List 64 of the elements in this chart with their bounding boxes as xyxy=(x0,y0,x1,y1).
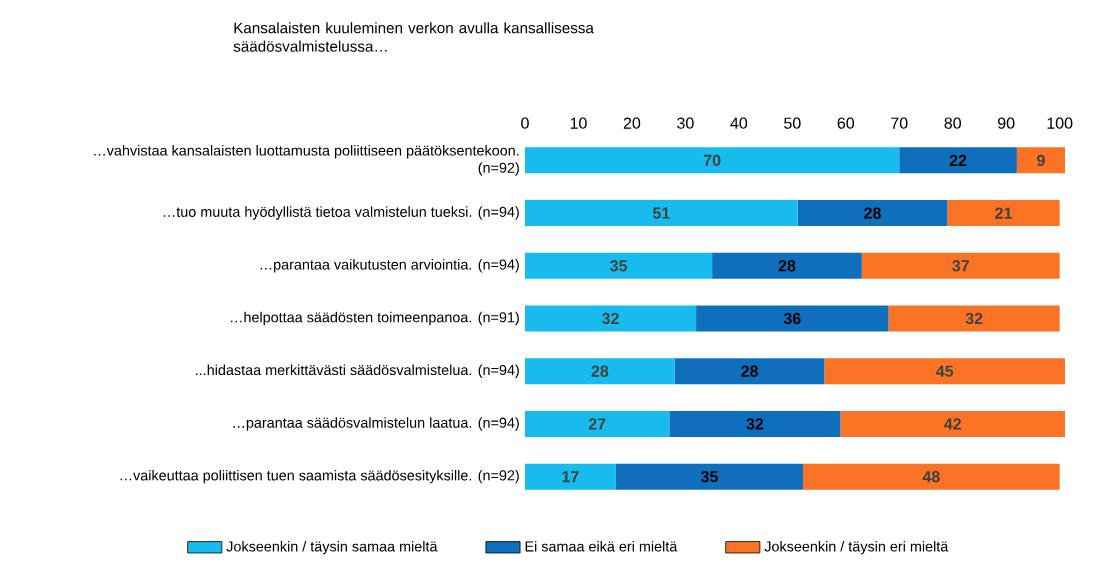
x-tick-label: 40 xyxy=(730,117,748,129)
data-label: 28 xyxy=(864,207,881,219)
bar xyxy=(525,358,675,385)
x-tick-label: 50 xyxy=(784,117,801,129)
bar xyxy=(861,252,1060,279)
bar xyxy=(824,358,1065,385)
data-label: 28 xyxy=(741,365,758,377)
y-tick-label: …vahvistaa kansalaisten luottamusta poliittiseen päätöksentekoon. (n=92) xyxy=(94,145,519,176)
data-label: 32 xyxy=(602,312,619,325)
x-tick-label: 10 xyxy=(570,117,587,129)
x-tick-label: 80 xyxy=(944,117,961,129)
y-tick-label: ...hidastaa merkittävästi säädösvalmistelua. (n=94) xyxy=(196,364,519,378)
y-tick-label: …parantaa säädösvalmistelun laatua. (n=94) xyxy=(233,417,519,431)
legend-label: Jokseenkin / täysin samaa mieltä xyxy=(226,540,438,555)
x-tick-label: 30 xyxy=(677,117,694,129)
bar xyxy=(669,410,841,437)
data-label: 36 xyxy=(783,312,801,325)
bar xyxy=(1016,147,1065,174)
y-tick-label: …helpottaa säädösten toimeenpanoa. (n=91) xyxy=(231,311,519,326)
data-label: 9 xyxy=(1037,154,1045,167)
y-tick-label: …vaikeuttaa poliittisen tuen saamista säädösesityksille. (n=92) xyxy=(120,469,519,484)
data-label: 22 xyxy=(949,154,967,166)
data-label: 45 xyxy=(936,365,954,377)
bar xyxy=(525,147,900,174)
bar xyxy=(525,305,697,332)
data-label: 35 xyxy=(610,260,627,272)
bar xyxy=(947,200,1060,227)
y-tick-label: …parantaa vaikutusten arviointia. (n=94) xyxy=(260,259,519,273)
bar xyxy=(525,200,798,227)
x-tick-label: 20 xyxy=(623,117,641,129)
data-label: 21 xyxy=(995,207,1012,219)
bar xyxy=(525,252,713,279)
chart-title: Kansalaisten kuuleminen verkon avulla kansallisessa säädösvalmistelussa… xyxy=(233,22,594,52)
bar xyxy=(797,200,948,227)
bar xyxy=(674,358,825,385)
data-label: 28 xyxy=(591,365,609,377)
data-label: 37 xyxy=(952,260,969,272)
bar xyxy=(899,147,1017,174)
data-label: 32 xyxy=(965,312,983,325)
bar xyxy=(712,252,862,279)
x-tick-label: 70 xyxy=(891,117,908,129)
data-label: 32 xyxy=(746,418,764,430)
data-label: 27 xyxy=(588,418,606,430)
bar xyxy=(615,463,804,490)
bar xyxy=(696,305,889,332)
data-label: 28 xyxy=(778,260,796,272)
bar xyxy=(525,463,616,490)
bar xyxy=(525,410,670,437)
data-label: 48 xyxy=(922,470,940,483)
bar xyxy=(803,463,1060,490)
x-tick-label: 60 xyxy=(837,117,855,129)
bar xyxy=(888,305,1060,332)
data-label: 17 xyxy=(562,471,579,483)
legend-label: Jokseenkin / täysin eri mieltä xyxy=(764,540,949,555)
y-tick-label: …tuo muuta hyödyllistä tietoa valmistelun tueksi. (n=94) xyxy=(163,206,519,220)
x-tick-label: 0 xyxy=(521,117,529,129)
x-tick-label: 100 xyxy=(1047,117,1073,129)
data-label: 51 xyxy=(652,207,670,219)
data-label: 35 xyxy=(700,470,718,483)
legend-label: Ei samaa eikä eri mieltä xyxy=(525,540,678,552)
data-label: 42 xyxy=(944,418,961,430)
x-tick-label: 90 xyxy=(998,117,1015,129)
data-label: 70 xyxy=(703,154,721,167)
bar xyxy=(840,410,1065,437)
